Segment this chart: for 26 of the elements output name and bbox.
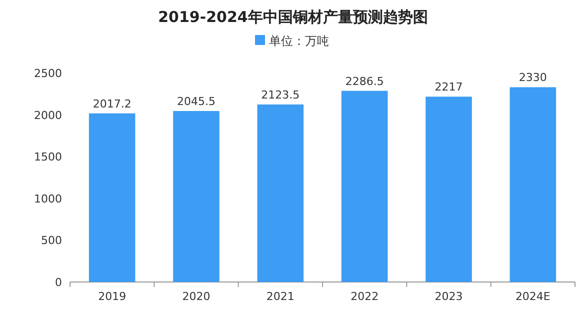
y-tick-label: 1000: [34, 192, 62, 206]
y-tick-label: 1500: [34, 150, 62, 164]
data-label: 2045.5: [177, 94, 216, 108]
data-label: 2330: [518, 71, 547, 84]
bar: [341, 90, 388, 282]
bar: [257, 104, 304, 282]
data-label: 2217: [434, 80, 463, 94]
chart-title: 2019-2024年中国铜材产量预测趋势图: [158, 8, 428, 26]
x-tick-label: 2022: [350, 290, 379, 303]
y-tick-label: 2500: [34, 67, 62, 80]
bar: [426, 96, 472, 282]
x-tick-label: 2021: [266, 290, 294, 303]
legend-label: 单位：万吨: [269, 34, 329, 48]
bar: [88, 113, 136, 282]
x-tick-label: 2024E: [515, 290, 550, 303]
x-tick-label: 2023: [434, 290, 463, 303]
x-tick-label: 2019: [98, 290, 126, 303]
data-label: 2286.5: [345, 74, 384, 88]
bar: [173, 110, 220, 282]
y-tick-label: 0: [55, 276, 62, 289]
x-tick-label: 2020: [182, 290, 210, 303]
data-label: 2017.2: [92, 97, 132, 110]
bar: [510, 87, 556, 282]
y-tick-label: 500: [41, 234, 62, 248]
data-label: 2123.5: [261, 88, 300, 102]
y-tick-label: 2000: [34, 108, 62, 122]
